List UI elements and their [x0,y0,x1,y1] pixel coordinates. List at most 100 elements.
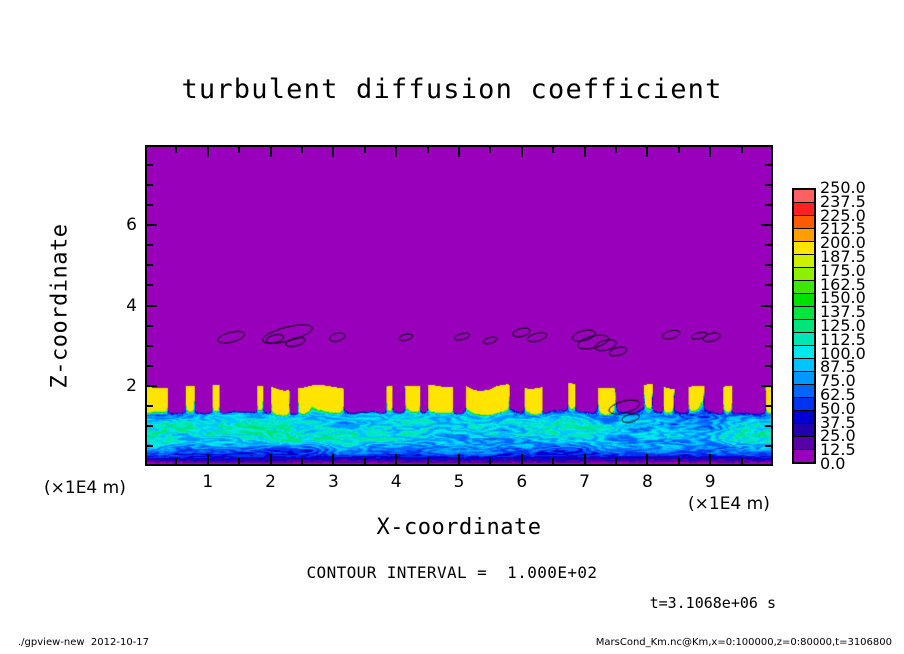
y-tick [147,304,157,307]
colorbar-label: 162.5 [820,274,866,294]
y-tick-right [761,224,771,227]
x-tick-label: 1 [202,472,214,492]
colorbar-label: 137.5 [820,302,866,322]
y-tick-label: 2 [126,375,137,396]
colorbar-label: 0.0 [820,454,846,473]
x-tick [175,458,178,464]
y-tick [147,424,153,427]
y-tick [147,384,157,387]
field-heatmap [147,147,771,464]
x-tick-label: 7 [579,472,591,492]
plot-area [145,145,773,466]
colorbar-band [794,203,814,216]
colorbar-band [794,424,814,437]
page-title: turbulent diffusion coefficient [181,74,723,105]
x-axis-title: X-coordinate [376,515,542,540]
colorbar-label: 37.5 [820,412,856,432]
footer-command: ./gpview-new 2012-10-17 [18,637,150,648]
colorbar-band [794,372,814,385]
x-tick-top [458,147,460,157]
y-tick-right [765,284,771,287]
colorbar-label: 25.0 [820,426,856,446]
y-tick-right [765,404,771,407]
x-unit-label-right: (×1E4 m) [688,494,770,514]
colorbar-label: 62.5 [820,385,856,404]
x-tick [615,458,617,464]
colorbar-band [794,255,814,268]
y-tick [147,284,153,287]
colorbar-band [794,320,814,333]
x-tick [395,454,398,464]
x-tick-top [646,147,649,157]
colorbar-tick-labels: 0.0 12.5 25.0 37.5 50.0 62.5 75.0 87.5 100.0 112.… [820,180,900,472]
footer-source: MarsCond_Km.nc@Km,x=0:100000,z=0:80000,t… [595,637,892,648]
x-tick [677,458,680,464]
y-tick-right [761,304,771,307]
x-tick-top [489,147,492,153]
colorbar-label: 200.0 [820,233,866,253]
x-tick-label: 6 [516,472,528,492]
x-unit-label-left: (×1E4 m) [44,478,126,498]
x-tick-top [238,147,241,153]
x-tick-top [332,147,335,157]
y-tick-right [765,164,771,167]
x-tick-label: 5 [453,472,465,492]
colorbar-band [794,281,814,294]
x-tick-label: 9 [704,472,716,492]
colorbar-label: 87.5 [820,357,856,377]
y-tick-right [765,364,771,367]
x-tick-top [615,147,617,153]
x-tick [552,458,555,464]
y-tick-right [765,204,771,207]
colorbar-band [794,216,814,229]
contour-interval-caption: CONTOUR INTERVAL = 1.000E+02 [306,563,598,582]
colorbar-band [794,229,814,242]
x-tick [363,458,366,464]
y-tick-label: 4 [126,295,137,316]
colorbar [792,188,816,464]
y-tick-right [765,424,771,427]
colorbar-band [794,268,814,281]
colorbar-band [794,294,814,307]
x-tick-top [175,147,178,153]
colorbar-label: 125.0 [820,316,866,335]
colorbar-label: 175.0 [820,260,866,280]
colorbar-label: 250.0 [820,178,866,197]
y-tick [147,164,153,167]
colorbar-band [794,411,814,424]
colorbar-label: 150.0 [820,288,866,308]
colorbar-label: 112.5 [820,329,866,349]
colorbar-band [794,333,814,346]
x-tick [206,454,209,464]
x-tick [426,458,429,464]
colorbar-label: 237.5 [820,191,866,211]
x-tick-top [583,147,586,157]
colorbar-band [794,242,814,255]
y-tick [147,344,153,347]
colorbar-label: 100.0 [820,343,866,363]
x-tick-top [301,147,303,153]
y-tick [147,184,153,187]
time-stamp-caption: t=3.1068e+06 s [649,594,776,612]
y-tick-right [765,184,771,187]
colorbar-band [794,346,814,359]
y-tick [147,204,153,207]
x-tick [740,458,743,464]
colorbar-band [794,190,814,203]
x-tick [238,458,241,464]
y-tick [147,404,153,407]
colorbar-label: 75.0 [820,371,856,391]
x-tick-top [269,147,272,157]
colorbar-band [794,385,814,398]
y-tick [147,224,157,227]
y-tick-right [765,444,771,447]
x-tick-top [709,147,712,157]
x-tick-top [520,147,523,157]
y-tick [147,244,153,247]
x-tick [709,454,712,464]
x-tick-top [395,147,398,157]
x-tick-top [552,147,555,153]
colorbar-label: 50.0 [820,398,856,418]
x-tick [269,454,272,464]
